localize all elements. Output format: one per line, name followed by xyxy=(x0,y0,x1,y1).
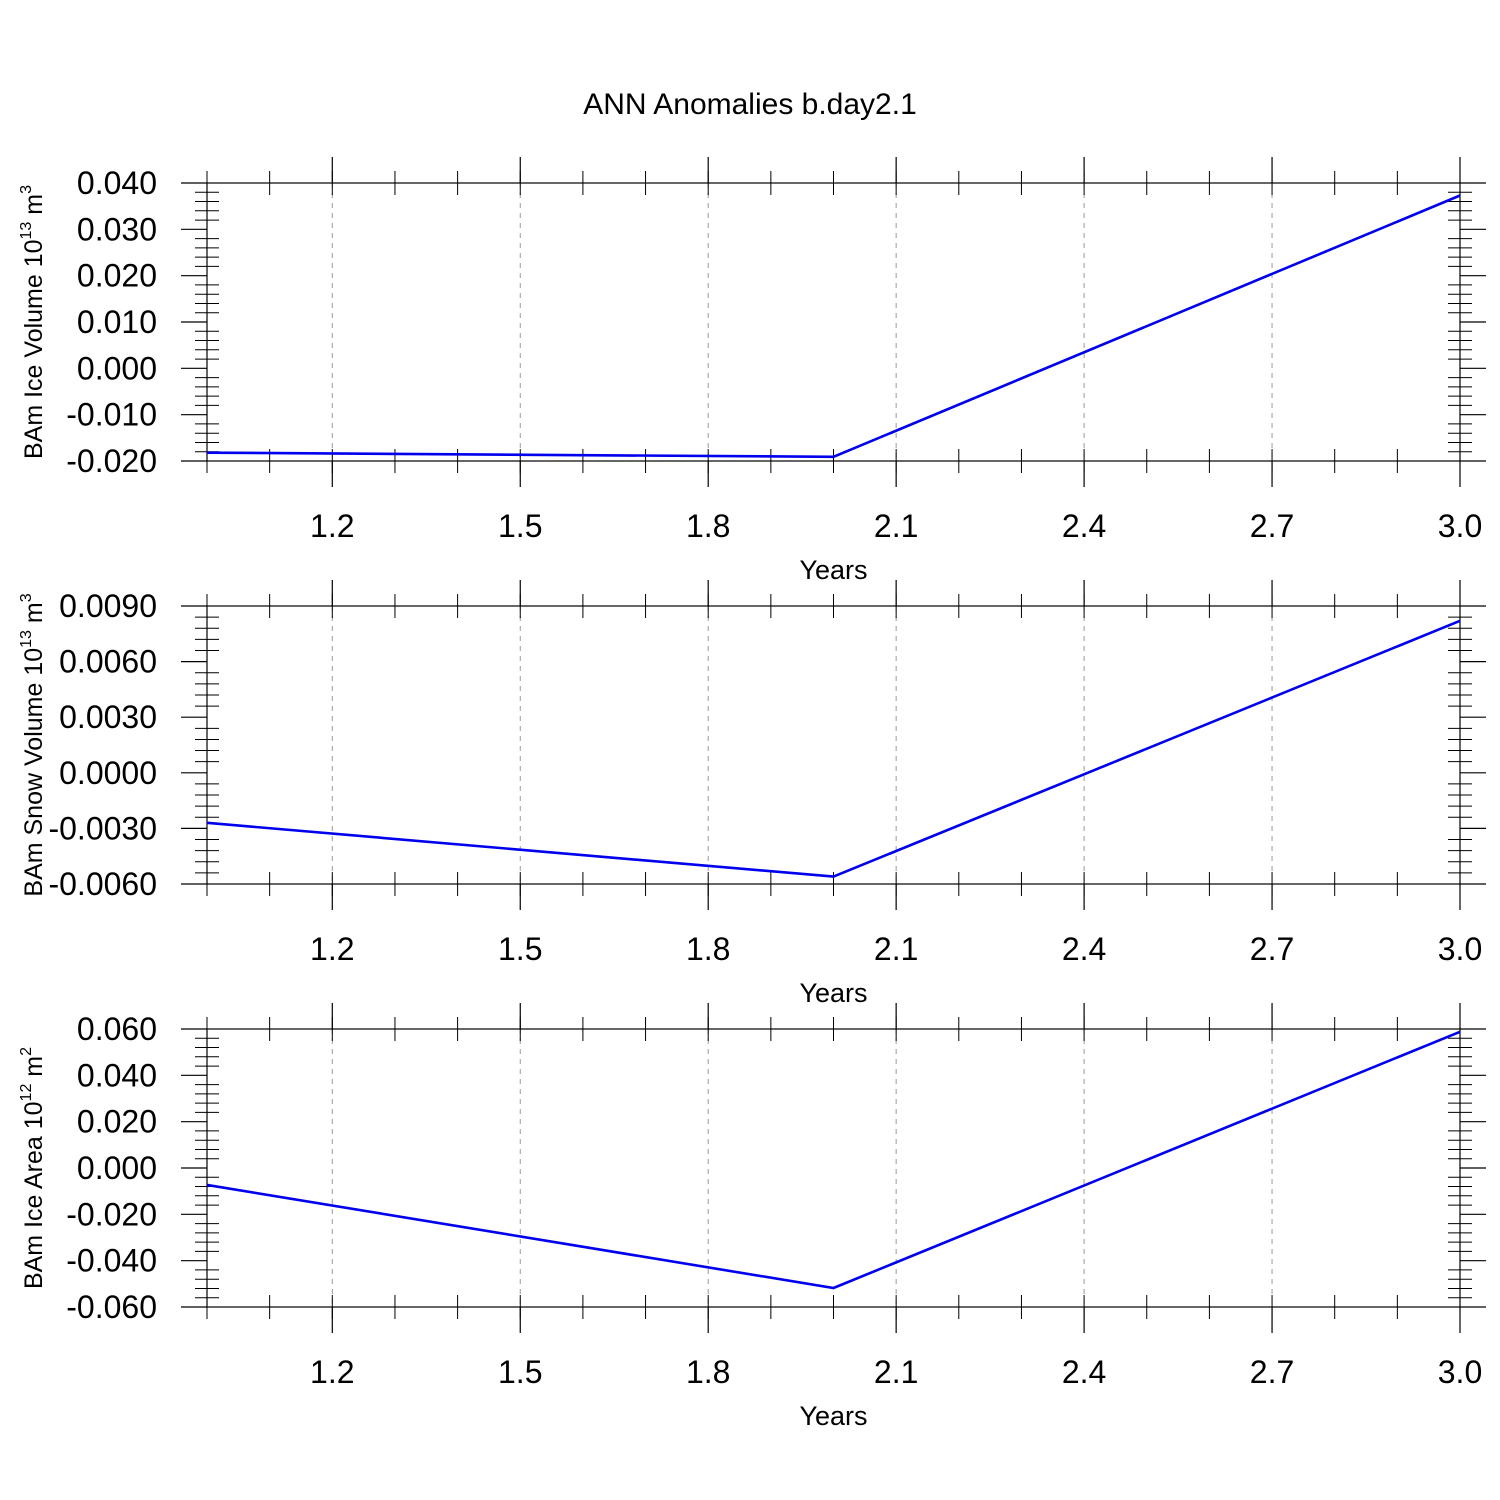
x-axis-label: Years xyxy=(799,555,867,585)
x-tick-label: 1.8 xyxy=(686,508,730,544)
y-axis-label-part: m xyxy=(20,602,48,630)
x-tick-label: 2.1 xyxy=(874,931,918,967)
y-axis-label-part: 3 xyxy=(18,593,35,602)
y-axis-label-part: m xyxy=(20,194,48,222)
y-axis-label: BAm Ice Volume 1013 m3 xyxy=(18,185,48,459)
series-line xyxy=(206,619,1461,878)
panel-3: 1.2 1.5 1.8 2.1 2.4 2.7 3.0 -0.060 -0.040 -0.020 0… xyxy=(18,1003,1486,1431)
y-axis-label-part: 3 xyxy=(18,185,35,194)
y-tick-label: 0.060 xyxy=(77,1011,157,1047)
y-tick-label: -0.0030 xyxy=(48,810,157,846)
x-tick-label: 2.7 xyxy=(1250,508,1294,544)
y-tick-label: 0.000 xyxy=(77,1150,157,1186)
y-tick-label: -0.040 xyxy=(66,1243,157,1279)
x-tick-label: 2.1 xyxy=(874,508,918,544)
x-tick-label: 1.8 xyxy=(686,1354,730,1390)
series-line xyxy=(206,1030,1461,1290)
y-tick-label: 0.040 xyxy=(77,165,157,201)
x-tick-label: 2.1 xyxy=(874,1354,918,1390)
y-tick-label: 0.040 xyxy=(77,1057,157,1093)
y-axis-label-part: BAm Ice Area 10 xyxy=(20,1101,48,1289)
y-axis-label-part: 2 xyxy=(18,1047,35,1056)
y-tick-label: 0.030 xyxy=(77,211,157,247)
y-tick-label: 0.020 xyxy=(77,1104,157,1140)
x-axis-label: Years xyxy=(799,1401,867,1431)
y-tick-label: 0.020 xyxy=(77,258,157,294)
x-tick-label: 3.0 xyxy=(1438,1354,1482,1390)
x-tick-label: 1.2 xyxy=(310,931,354,967)
y-tick-label: 0.0090 xyxy=(59,588,157,624)
x-tick-label: 2.7 xyxy=(1250,931,1294,967)
y-axis-label-part: BAm Ice Volume 10 xyxy=(20,239,48,459)
x-tick-label: 3.0 xyxy=(1438,931,1482,967)
x-tick-label: 2.4 xyxy=(1062,931,1106,967)
y-tick-label: 0.0030 xyxy=(59,699,157,735)
y-axis-label-part: m xyxy=(20,1056,48,1084)
y-tick-label: -0.020 xyxy=(66,443,157,479)
x-tick-label: 1.5 xyxy=(498,508,542,544)
x-tick-label: 1.5 xyxy=(498,1354,542,1390)
y-axis-label-part: BAm Snow Volume 10 xyxy=(20,648,48,897)
y-tick-label: 0.000 xyxy=(77,350,157,386)
x-tick-label: 3.0 xyxy=(1438,508,1482,544)
y-tick-label: -0.060 xyxy=(66,1289,157,1325)
x-axis-label: Years xyxy=(799,978,867,1008)
panel-2: 1.2 1.5 1.8 2.1 2.4 2.7 3.0 -0.0060 -0.0030 0.000… xyxy=(18,580,1486,1008)
x-tick-label: 2.4 xyxy=(1062,1354,1106,1390)
x-tick-label: 2.7 xyxy=(1250,1354,1294,1390)
x-tick-label: 1.2 xyxy=(310,508,354,544)
series-line xyxy=(206,194,1461,459)
y-tick-label: -0.0060 xyxy=(48,866,157,902)
x-tick-label: 2.4 xyxy=(1062,508,1106,544)
y-axis-label: BAm Snow Volume 1013 m3 xyxy=(18,593,48,896)
panel-1: 1.2 1.5 1.8 2.1 2.4 2.7 3.0 -0.020 -0.010 0.000 0.… xyxy=(18,157,1486,585)
chart-title: ANN Anomalies b.day2.1 xyxy=(583,88,917,121)
y-axis-label: BAm Ice Area 1012 m2 xyxy=(18,1047,48,1289)
y-tick-label: 0.0000 xyxy=(59,755,157,791)
y-axis-label-part: 13 xyxy=(18,222,35,240)
x-tick-label: 1.5 xyxy=(498,931,542,967)
y-axis-label-part: 12 xyxy=(18,1084,35,1102)
y-tick-label: -0.020 xyxy=(66,1196,157,1232)
y-tick-label: -0.010 xyxy=(66,397,157,433)
x-tick-label: 1.2 xyxy=(310,1354,354,1390)
y-tick-label: 0.0060 xyxy=(59,644,157,680)
x-tick-label: 1.8 xyxy=(686,931,730,967)
y-axis-label-part: 13 xyxy=(18,630,35,648)
y-tick-label: 0.010 xyxy=(77,304,157,340)
